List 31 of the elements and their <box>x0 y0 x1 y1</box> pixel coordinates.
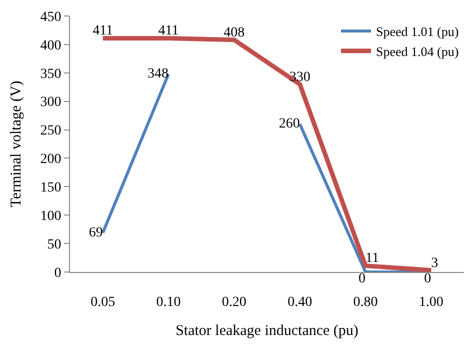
data-label: 411 <box>158 24 179 39</box>
x-tick-label: 0.05 <box>90 294 116 310</box>
y-tick-label: 400 <box>40 38 62 54</box>
y-tick-label: 200 <box>40 152 62 168</box>
y-tick-label: 50 <box>47 237 62 252</box>
data-label: 69 <box>88 225 103 240</box>
x-tick-label: 0.20 <box>222 294 246 310</box>
data-label: 330 <box>289 70 310 85</box>
x-axis-title: Stator leakage inductance (pu) <box>176 322 358 339</box>
y-tick-label: 250 <box>40 124 62 139</box>
y-tick-label: 0 <box>54 266 62 281</box>
y-axis-title: Terminal voltage (V) <box>8 80 24 208</box>
legend-label: Speed 1.01 (pu) <box>376 24 459 40</box>
legend-label: Speed 1.04 (pu) <box>376 44 459 59</box>
x-tick-label: 0.10 <box>156 294 181 310</box>
y-tick-label: 350 <box>40 66 62 82</box>
x-tick-label: 0.40 <box>288 294 312 310</box>
data-label: 260 <box>278 116 300 132</box>
data-label: 348 <box>148 66 168 82</box>
data-label: 0 <box>424 272 432 286</box>
data-label: 11 <box>366 251 379 266</box>
x-tick-label: 1.00 <box>418 294 444 310</box>
y-tick-label: 450 <box>40 10 62 25</box>
data-label: 411 <box>92 24 114 39</box>
x-tick-label: 0.80 <box>353 294 378 310</box>
data-label: 3 <box>431 256 438 271</box>
y-tick-label: 100 <box>40 209 62 224</box>
data-label: 408 <box>224 25 245 40</box>
data-label: 0 <box>358 272 366 286</box>
y-tick-label: 150 <box>40 180 62 196</box>
y-tick-label: 300 <box>40 95 62 110</box>
